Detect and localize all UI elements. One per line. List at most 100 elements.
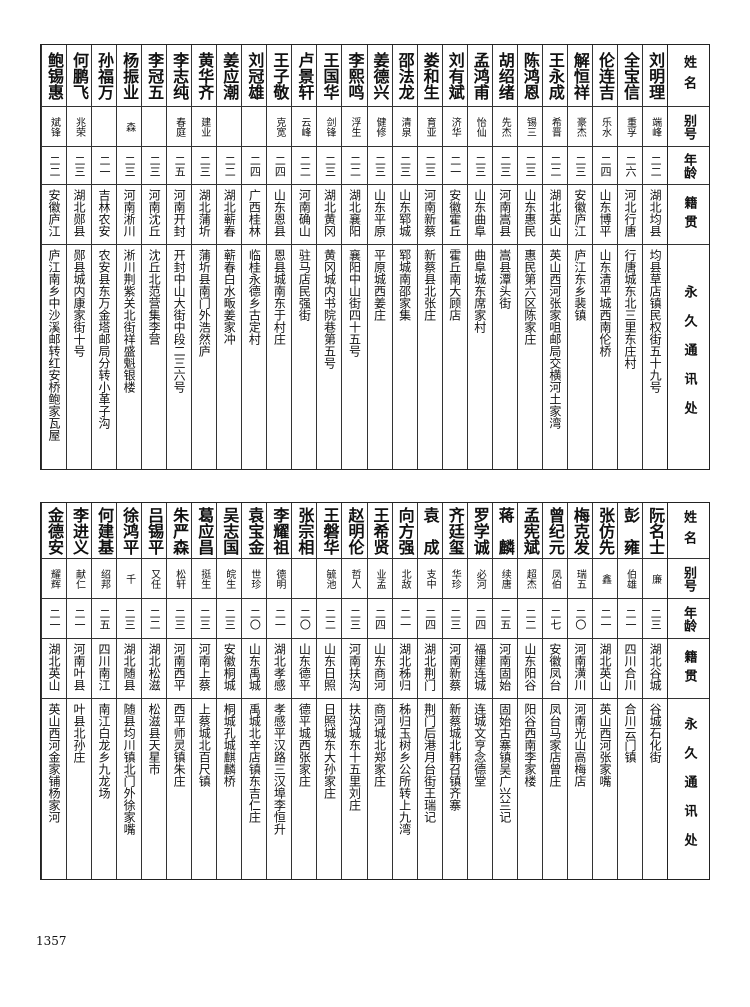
cell-origin: 湖北英山	[592, 639, 617, 699]
person-record: 徐鸿平千二三 湖北随县 随县均川镇北门外徐家嘴	[116, 503, 142, 879]
cell-address: 日照城东大孙家庄	[322, 703, 337, 799]
cell-age: 二三	[492, 147, 517, 185]
cell-origin: 河北行唐	[617, 185, 643, 245]
person-record: 袁宝金 世珍 二〇 山东禹城 禹城北辛店镇东吉仁庄	[241, 503, 267, 879]
person-record: 赵明伦 哲人 二三 河南扶沟 扶沟城东十五里刘庄	[341, 503, 367, 879]
cell-age: 二一	[392, 599, 417, 639]
cell-age: 二五	[167, 147, 192, 185]
cell-address: 荆门后港月台街王瑞记	[422, 703, 437, 823]
cell-alias: 克宽	[267, 107, 292, 147]
cell-origin: 湖北英山	[41, 639, 66, 699]
cell-origin: 山东商河	[367, 639, 392, 699]
cell-origin: 山东阳谷	[517, 639, 542, 699]
cell-origin: 河南确山	[292, 185, 317, 245]
cell-alias: 皖生	[217, 559, 242, 599]
person-record: 蒋 麟续唐 二五 河南固始 固始古寨镇吴广兴兰记	[491, 503, 517, 879]
cell-age: 二二	[142, 599, 167, 639]
cell-address: 秭归玉树乡公所转上九湾	[397, 703, 412, 835]
cell-age: 二三	[342, 599, 367, 639]
cell-name: 吴志国	[217, 503, 242, 559]
person-record: 全宝信 重孚 二六 河北行唐 行唐城东北三里东庄村	[616, 45, 643, 469]
cell-age: 二一	[592, 599, 617, 639]
cell-origin: 福建连城	[467, 639, 492, 699]
cell-address: 英山西河张家咀邮局交横河土家湾	[547, 249, 562, 429]
cell-name: 向方强	[392, 503, 417, 559]
cell-name: 李熙鸣	[342, 45, 367, 107]
cell-age: 二三	[192, 599, 217, 639]
cell-address: 郧县城内康家街十号	[71, 249, 86, 357]
cell-age: 二三	[117, 147, 142, 185]
cell-address: 英山西河张家嘴	[597, 703, 612, 787]
cell-origin: 湖北黄冈	[317, 185, 342, 245]
header-origin: 籍贯	[668, 639, 709, 699]
cell-origin: 湖北英山	[542, 185, 567, 245]
cell-name: 袁 成	[417, 503, 442, 559]
cell-origin: 吉林农安	[92, 185, 117, 245]
cell-name: 孟宪斌	[517, 503, 542, 559]
cell-address: 庐江东乡裴镇	[572, 249, 587, 321]
cell-age: 二三	[442, 599, 467, 639]
cell-alias: 健修	[367, 107, 392, 147]
cell-alias: 挺生	[192, 559, 217, 599]
person-record: 孟宪斌 超杰 二二 山东阳谷 阳谷西南李家楼	[516, 503, 542, 879]
cell-alias: 斌锋	[41, 107, 66, 147]
cell-age: 二〇	[242, 599, 267, 639]
cell-address: 新蔡县北张庄	[422, 249, 437, 321]
cell-name: 孟鸿甫	[467, 45, 492, 107]
person-record: 葛应昌 挺生 二三 河南上蔡 上蔡城北百尺镇	[191, 503, 217, 879]
cell-address: 英山西河金家铺杨家河	[46, 703, 61, 823]
person-record: 向方强 北敌 二一 湖北秭归 秭归玉树乡公所转上九湾	[391, 503, 417, 879]
cell-name: 杨振业	[117, 45, 142, 107]
cell-alias: 廉	[643, 559, 668, 599]
cell-alias: 鑫	[592, 559, 617, 599]
cell-name: 齐廷玺	[442, 503, 467, 559]
cell-address: 河南光山高梅店	[572, 703, 587, 787]
person-record: 李熙鸣 浮生 二二 湖北襄阳 襄阳中山街四十五号	[341, 45, 367, 469]
cell-origin: 四川合川	[617, 639, 643, 699]
cell-age: 二五	[492, 599, 517, 639]
cell-name: 刘有斌	[442, 45, 467, 107]
cell-origin: 河南新蔡	[442, 639, 467, 699]
cell-address: 扶沟城东十五里刘庄	[347, 703, 362, 811]
cell-name: 卢景轩	[292, 45, 317, 107]
cell-age: 二二	[317, 599, 342, 639]
cell-age: 二四	[367, 599, 392, 639]
header-age: 年龄	[668, 147, 709, 185]
person-record: 姜德兴 健修 二三 山东平原 平原城西姜庄	[366, 45, 392, 469]
cell-alias: 兆荣	[66, 107, 91, 147]
cell-address: 嵩县潭头街	[497, 249, 512, 309]
person-record: 张宗相 二〇 山东德平 德平城西张家庄	[291, 503, 317, 879]
cell-origin: 湖北蒲圻	[192, 185, 217, 245]
cell-alias: 业孟	[367, 559, 392, 599]
cell-name: 李冠五	[142, 45, 167, 107]
cell-address: 恩县城南东于村庄	[272, 249, 287, 345]
cell-origin: 山东恩县	[267, 185, 292, 245]
cell-origin: 安徽霍丘	[442, 185, 467, 245]
person-record: 姜应潮 二二 湖北蕲春 蕲春白水畈姜家冲	[216, 45, 242, 469]
cell-origin: 河南新蔡	[417, 185, 442, 245]
cell-origin: 河南西平	[167, 639, 192, 699]
cell-name: 黄华齐	[192, 45, 217, 107]
cell-origin: 安徽庐江	[41, 185, 66, 245]
cell-age: 二七	[542, 599, 567, 639]
cell-address: 行唐城东北三里东庄村	[623, 249, 638, 369]
cell-address: 连城文亨念德堂	[472, 703, 487, 787]
header-age: 年龄	[668, 599, 709, 639]
cell-name: 李志纯	[167, 45, 192, 107]
cell-age: 二三	[567, 147, 592, 185]
person-record: 陈鸿恩 锡三 二三 山东惠民 惠民第六区陈家庄	[516, 45, 542, 469]
cell-origin: 河南固始	[492, 639, 517, 699]
header-alias: 别号	[668, 559, 709, 599]
cell-alias: 济华	[442, 107, 467, 147]
cell-age: 二一	[267, 599, 292, 639]
cell-origin: 山东日照	[317, 639, 342, 699]
cell-origin: 安徽桐城	[217, 639, 242, 699]
header-name: 姓名	[668, 45, 709, 107]
cell-age: 二四	[242, 147, 267, 185]
cell-age: 二三	[167, 599, 192, 639]
cell-age: 二二	[41, 147, 66, 185]
cell-age: 二六	[617, 147, 643, 185]
cell-alias: 支中	[417, 559, 442, 599]
cell-alias: 育亚	[417, 107, 442, 147]
cell-name: 姜应潮	[217, 45, 242, 107]
